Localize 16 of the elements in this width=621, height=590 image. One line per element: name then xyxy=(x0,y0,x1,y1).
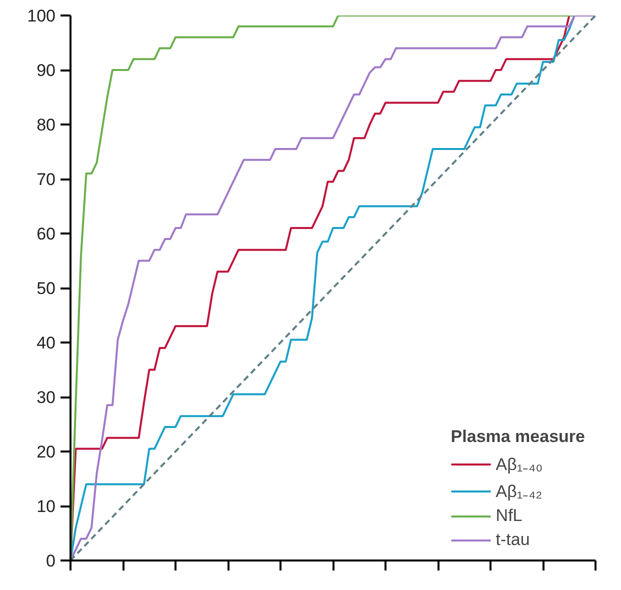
legend-label: t-tau xyxy=(496,530,530,550)
y-tick-label: 80 xyxy=(36,116,56,134)
y-tick-label: 0 xyxy=(46,552,56,570)
y-tick-label: 10 xyxy=(36,497,56,516)
y-tick-label: 90 xyxy=(36,61,56,80)
y-tick-label: 40 xyxy=(36,334,56,352)
y-tick-label: 30 xyxy=(36,388,56,407)
legend-title: Plasma measure xyxy=(450,427,585,447)
y-tick-label: 70 xyxy=(36,170,56,189)
y-tick-label: 20 xyxy=(36,442,56,462)
legend-label: Aβ₁₋₄₂ xyxy=(496,481,542,502)
legend-label: NfL xyxy=(496,506,522,526)
y-tick-label: 60 xyxy=(36,224,56,244)
y-tick-label: 50 xyxy=(36,279,56,298)
legend-label: Aβ₁₋₄₀ xyxy=(496,454,543,475)
y-tick-label: 100 xyxy=(27,6,56,26)
